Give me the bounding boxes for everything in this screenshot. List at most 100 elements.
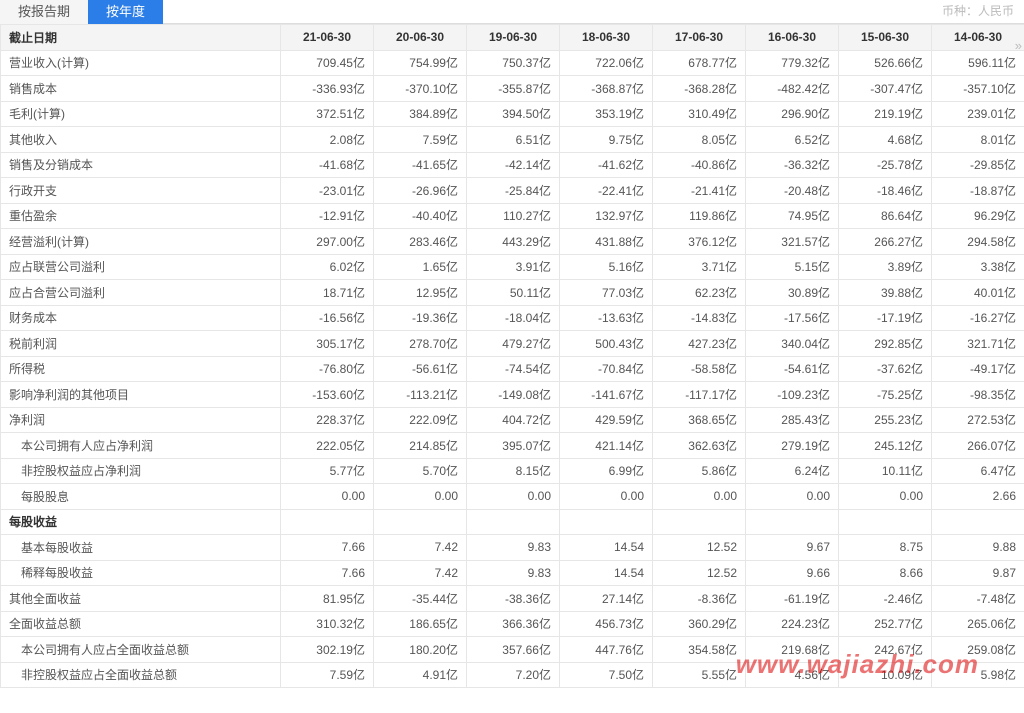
table-row: 销售及分销成本-41.68亿-41.65亿-42.14亿-41.62亿-40.8… [1, 152, 1024, 178]
cell-value [374, 509, 467, 535]
scroll-right-icon[interactable]: » [1015, 38, 1022, 53]
cell-value: 353.19亿 [560, 101, 653, 127]
cell-value: 0.00 [839, 484, 932, 510]
cell-value: -19.36亿 [374, 305, 467, 331]
cell-value: 14.54 [560, 535, 653, 561]
cell-value [839, 509, 932, 535]
cell-value: -22.41亿 [560, 178, 653, 204]
cell-value: 754.99亿 [374, 50, 467, 76]
cell-value: 0.00 [281, 484, 374, 510]
row-label: 非控股权益应占全面收益总额 [1, 662, 281, 688]
cell-value: 302.19亿 [281, 637, 374, 663]
cell-value: 222.05亿 [281, 433, 374, 459]
cell-value: 368.65亿 [653, 407, 746, 433]
cell-value: 9.66 [746, 560, 839, 586]
cell-value: 266.27亿 [839, 229, 932, 255]
cell-value: -17.19亿 [839, 305, 932, 331]
cell-value: 0.00 [653, 484, 746, 510]
cell-value: -25.84亿 [467, 178, 560, 204]
cell-value: 10.11亿 [839, 458, 932, 484]
cell-value: 12.95亿 [374, 280, 467, 306]
cell-value: 285.43亿 [746, 407, 839, 433]
table-row: 财务成本-16.56亿-19.36亿-18.04亿-13.63亿-14.83亿-… [1, 305, 1024, 331]
cell-value: -41.62亿 [560, 152, 653, 178]
cell-value: 429.59亿 [560, 407, 653, 433]
cell-value: 376.12亿 [653, 229, 746, 255]
cell-value: 7.42 [374, 560, 467, 586]
cell-value: 180.20亿 [374, 637, 467, 663]
cell-value: 6.02亿 [281, 254, 374, 280]
cell-value: -117.17亿 [653, 382, 746, 408]
cell-value [281, 509, 374, 535]
cell-value [560, 509, 653, 535]
cell-value: -58.58亿 [653, 356, 746, 382]
cell-value: 9.83 [467, 535, 560, 561]
cell-value: -21.41亿 [653, 178, 746, 204]
cell-value: -42.14亿 [467, 152, 560, 178]
cell-value: 7.20亿 [467, 662, 560, 688]
row-label: 行政开支 [1, 178, 281, 204]
row-label: 全面收益总额 [1, 611, 281, 637]
cell-value: 7.42 [374, 535, 467, 561]
cell-value: -17.56亿 [746, 305, 839, 331]
cell-value: 4.91亿 [374, 662, 467, 688]
cell-value: 4.68亿 [839, 127, 932, 153]
cell-value: -13.63亿 [560, 305, 653, 331]
cell-value: -368.28亿 [653, 76, 746, 102]
cell-value: 310.32亿 [281, 611, 374, 637]
cell-value: 5.70亿 [374, 458, 467, 484]
table-row: 销售成本-336.93亿-370.10亿-355.87亿-368.87亿-368… [1, 76, 1024, 102]
cell-value: 5.55亿 [653, 662, 746, 688]
header-col: 19-06-30 [467, 25, 560, 51]
cell-value: -40.86亿 [653, 152, 746, 178]
cell-value: 0.00 [374, 484, 467, 510]
cell-value: -54.61亿 [746, 356, 839, 382]
table-row: 非控股权益应占全面收益总额7.59亿4.91亿7.20亿7.50亿5.55亿4.… [1, 662, 1024, 688]
row-label: 财务成本 [1, 305, 281, 331]
cell-value: -7.48亿 [932, 586, 1024, 612]
cell-value: -26.96亿 [374, 178, 467, 204]
cell-value: -370.10亿 [374, 76, 467, 102]
cell-value: 431.88亿 [560, 229, 653, 255]
cell-value: 7.59亿 [374, 127, 467, 153]
header-col: 20-06-30 [374, 25, 467, 51]
cell-value: 255.23亿 [839, 407, 932, 433]
cell-value: 278.70亿 [374, 331, 467, 357]
table-row: 基本每股收益7.667.429.8314.5412.529.678.759.88 [1, 535, 1024, 561]
cell-value: -25.78亿 [839, 152, 932, 178]
cell-value: 395.07亿 [467, 433, 560, 459]
row-label: 销售及分销成本 [1, 152, 281, 178]
cell-value: 283.46亿 [374, 229, 467, 255]
cell-value: 8.01亿 [932, 127, 1024, 153]
cell-value: 354.58亿 [653, 637, 746, 663]
cell-value: 310.49亿 [653, 101, 746, 127]
tab-by-year[interactable]: 按年度 [88, 0, 163, 24]
cell-value: -75.25亿 [839, 382, 932, 408]
cell-value: 239.01亿 [932, 101, 1024, 127]
cell-value: 219.68亿 [746, 637, 839, 663]
cell-value: 3.71亿 [653, 254, 746, 280]
row-label: 营业收入(计算) [1, 50, 281, 76]
tab-by-report[interactable]: 按报告期 [0, 0, 88, 24]
row-label: 净利润 [1, 407, 281, 433]
table-row: 每股收益 [1, 509, 1024, 535]
cell-value: 500.43亿 [560, 331, 653, 357]
row-label: 影响净利润的其他项目 [1, 382, 281, 408]
cell-value: 722.06亿 [560, 50, 653, 76]
cell-value: -307.47亿 [839, 76, 932, 102]
cell-value: 366.36亿 [467, 611, 560, 637]
tabs-bar: 按报告期 按年度 币种：人民币 [0, 0, 1024, 24]
table-row: 应占合营公司溢利18.71亿12.95亿50.11亿77.03亿62.23亿30… [1, 280, 1024, 306]
cell-value: 6.99亿 [560, 458, 653, 484]
cell-value: 9.75亿 [560, 127, 653, 153]
cell-value: 4.56亿 [746, 662, 839, 688]
cell-value: -61.19亿 [746, 586, 839, 612]
cell-value: 2.08亿 [281, 127, 374, 153]
cell-value: 40.01亿 [932, 280, 1024, 306]
cell-value: 62.23亿 [653, 280, 746, 306]
cell-value: 372.51亿 [281, 101, 374, 127]
row-label: 经营溢利(计算) [1, 229, 281, 255]
cell-value: -23.01亿 [281, 178, 374, 204]
cell-value: 5.16亿 [560, 254, 653, 280]
row-label: 每股收益 [1, 509, 281, 535]
